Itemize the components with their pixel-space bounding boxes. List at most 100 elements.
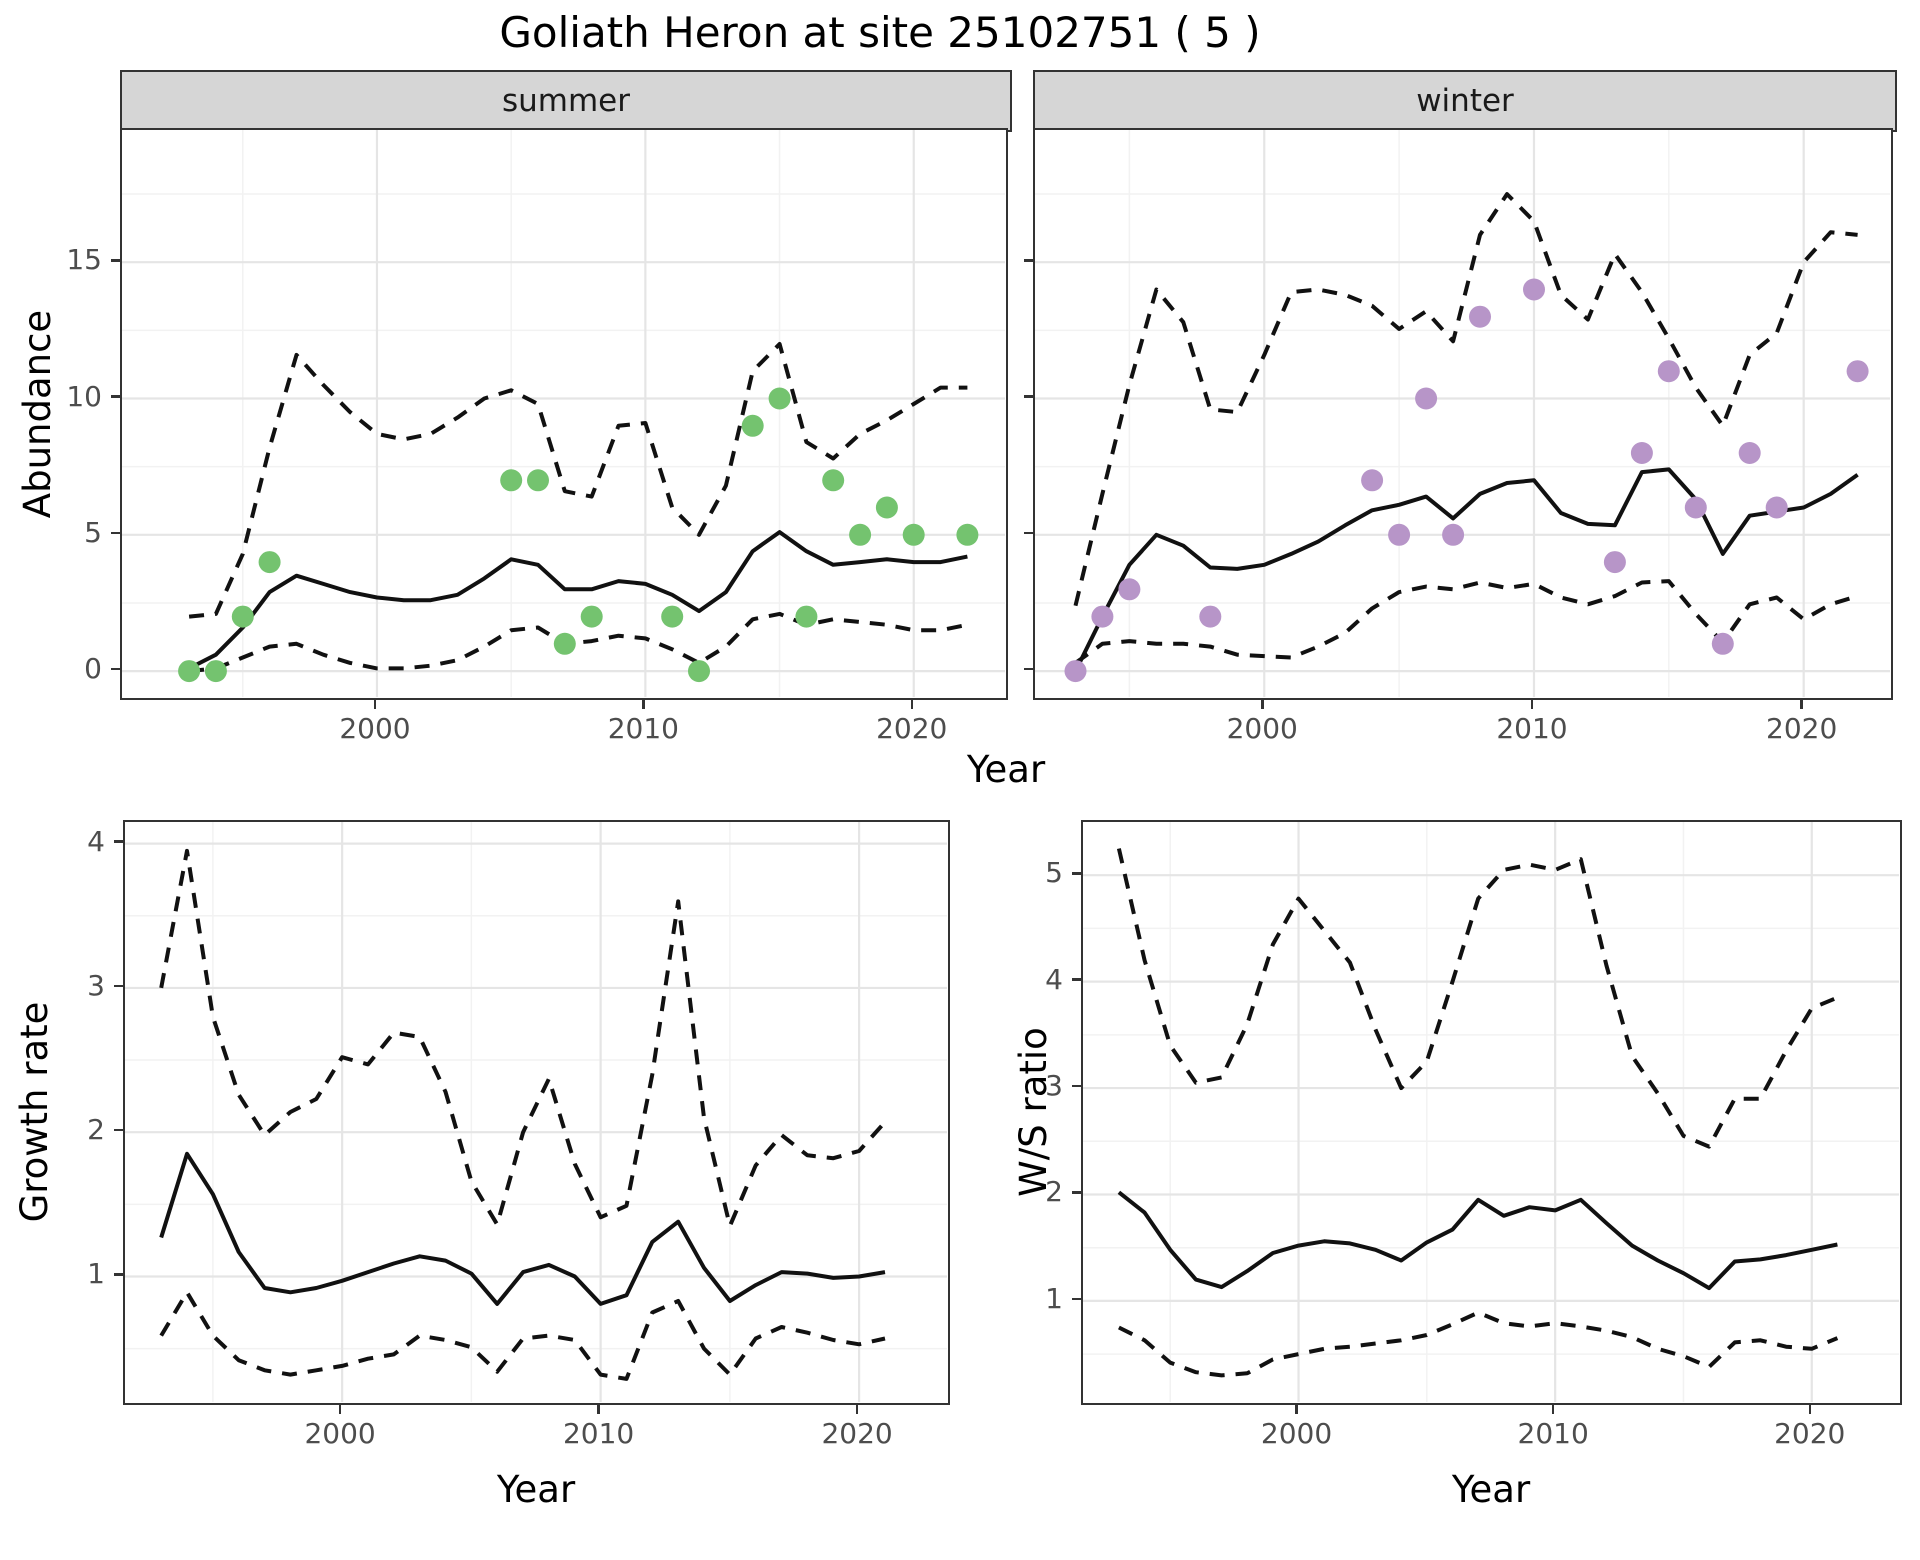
x-tick-label: 2000 bbox=[1226, 712, 1298, 745]
x-tick-label: 2020 bbox=[1774, 1417, 1846, 1450]
summer-data-point bbox=[768, 387, 791, 410]
summer-lower_ci-line bbox=[188, 611, 968, 674]
abundance-winter-panel bbox=[1033, 128, 1893, 700]
y-tick-mark bbox=[111, 531, 120, 535]
summer-data-point bbox=[902, 523, 925, 546]
y-tick-mark bbox=[1072, 1297, 1081, 1301]
x-tick-label: 2000 bbox=[339, 712, 411, 745]
winter-data-point bbox=[1415, 387, 1438, 410]
x-tick-label: 2000 bbox=[304, 1417, 376, 1450]
year-axis-title-growth: Year bbox=[496, 1468, 576, 1511]
y-tick-mark bbox=[114, 1273, 123, 1276]
summer-data-point bbox=[795, 605, 818, 628]
ws-ratio-plot bbox=[1083, 822, 1899, 1402]
page-title: Goliath Heron at site 25102751 ( 5 ) bbox=[499, 8, 1261, 57]
x-tick-mark bbox=[1261, 700, 1264, 709]
y-tick-mark bbox=[111, 395, 120, 398]
y-tick-label: 5 bbox=[84, 515, 102, 549]
y-tick-label: 0 bbox=[84, 652, 102, 686]
y-tick-mark bbox=[1072, 1084, 1081, 1088]
summer-data-point bbox=[580, 605, 603, 628]
y-tick-label: 5 bbox=[1045, 856, 1063, 890]
y-tick-label: 1 bbox=[1045, 1281, 1063, 1315]
winter-data-point bbox=[1469, 305, 1491, 328]
y-tick-mark bbox=[114, 1128, 123, 1132]
y-tick-label: 3 bbox=[87, 968, 105, 1002]
facet-label-winter: winter bbox=[1416, 83, 1514, 119]
winter-data-point bbox=[1711, 632, 1734, 655]
y-tick-mark bbox=[114, 840, 123, 843]
winter-mean-line bbox=[1073, 467, 1859, 672]
summer-data-point bbox=[822, 469, 845, 492]
abundance-axis-title: Abundance bbox=[16, 309, 59, 519]
x-tick-label: 2020 bbox=[821, 1417, 893, 1450]
year-axis-title-ws: Year bbox=[1451, 1468, 1531, 1511]
x-tick-mark bbox=[642, 700, 645, 709]
winter-data-point bbox=[1846, 360, 1869, 383]
ws-ratio-axis-title: W/S ratio bbox=[1012, 1027, 1055, 1197]
winter-data-point bbox=[1064, 660, 1087, 683]
facet-strip-winter: winter bbox=[1033, 70, 1897, 132]
abundance-summer-plot bbox=[122, 130, 1005, 697]
x-tick-label: 2010 bbox=[1517, 1417, 1589, 1450]
x-tick-label: 2020 bbox=[1766, 712, 1838, 745]
year-axis-title-top: Year bbox=[966, 748, 1046, 791]
y-tick-label: 15 bbox=[66, 243, 102, 277]
y-tick-mark bbox=[111, 667, 120, 671]
y-tick-mark bbox=[111, 259, 120, 262]
y-tick-mark bbox=[1072, 978, 1081, 981]
summer-data-point bbox=[553, 632, 576, 655]
growth-mean-line bbox=[159, 1151, 886, 1306]
summer-data-point bbox=[741, 414, 764, 437]
x-tick-mark bbox=[855, 1405, 859, 1414]
ws-lower_ci-line bbox=[1118, 1310, 1839, 1378]
y-tick-mark bbox=[1072, 1191, 1081, 1194]
y-tick-label: 4 bbox=[1045, 962, 1063, 996]
growth-rate-axis-title: Growth rate bbox=[13, 1001, 56, 1223]
winter-data-point bbox=[1684, 496, 1707, 519]
y-tick-label: 2 bbox=[87, 1113, 105, 1147]
y-tick-label: 1 bbox=[87, 1257, 105, 1291]
abundance-summer-panel bbox=[120, 128, 1008, 700]
winter-data-point bbox=[1603, 551, 1626, 574]
winter-data-point bbox=[1388, 523, 1411, 546]
facet-label-summer: summer bbox=[501, 83, 630, 119]
x-tick-mark bbox=[1530, 700, 1534, 709]
x-tick-mark bbox=[373, 700, 377, 709]
summer-data-point bbox=[500, 469, 523, 492]
y-tick-label: 4 bbox=[87, 824, 105, 858]
summer-data-point bbox=[688, 660, 710, 683]
summer-data-point bbox=[527, 469, 549, 492]
winter-data-point bbox=[1765, 496, 1788, 519]
x-tick-mark bbox=[1800, 700, 1803, 709]
y-tick-mark bbox=[1024, 259, 1033, 262]
growth-upper_ci-line bbox=[159, 848, 887, 1228]
winter-data-point bbox=[1118, 578, 1141, 601]
summer-data-point bbox=[178, 660, 201, 683]
y-tick-label: 3 bbox=[1045, 1069, 1063, 1103]
winter-data-point bbox=[1523, 278, 1545, 301]
growth-lower_ci-line bbox=[159, 1290, 886, 1381]
abundance-winter-plot bbox=[1035, 130, 1890, 697]
growth-rate-panel bbox=[123, 820, 950, 1405]
x-tick-label: 2000 bbox=[1260, 1417, 1333, 1450]
winter-data-point bbox=[1199, 605, 1222, 628]
x-tick-label: 2020 bbox=[876, 712, 948, 745]
x-tick-label: 2010 bbox=[607, 712, 679, 745]
summer-data-point bbox=[204, 660, 227, 683]
y-tick-mark bbox=[1024, 667, 1033, 671]
y-tick-mark bbox=[114, 984, 123, 988]
summer-data-point bbox=[661, 605, 684, 628]
winter-upper_ci-line bbox=[1073, 192, 1858, 607]
facet-strip-summer: summer bbox=[120, 70, 1012, 132]
y-tick-label: 2 bbox=[1045, 1175, 1063, 1209]
winter-data-point bbox=[1442, 523, 1465, 546]
y-tick-label: 10 bbox=[66, 379, 102, 413]
x-tick-mark bbox=[597, 1405, 600, 1414]
winter-data-point bbox=[1361, 469, 1384, 492]
x-tick-label: 2010 bbox=[1496, 712, 1568, 745]
summer-data-point bbox=[849, 523, 872, 546]
winter-data-point bbox=[1091, 605, 1114, 628]
growth-rate-plot bbox=[125, 822, 947, 1402]
